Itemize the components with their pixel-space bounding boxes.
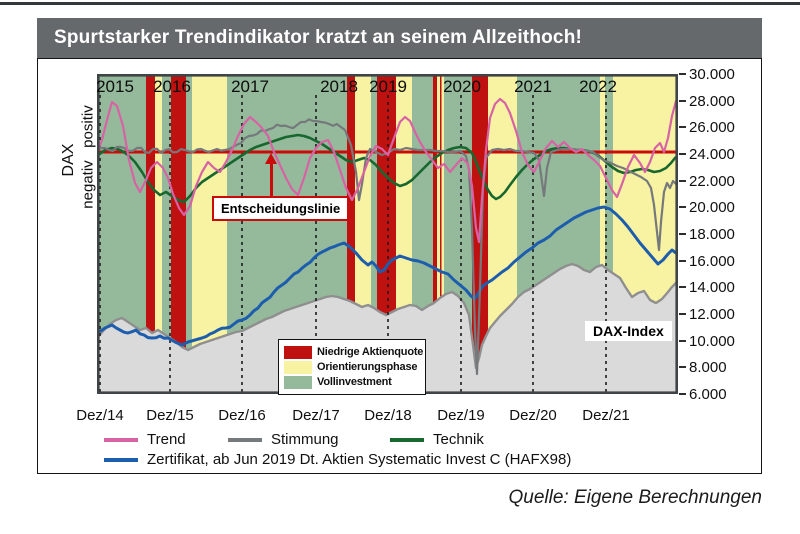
phase-legend-row: Niedrige Aktienquote <box>284 345 424 359</box>
series-legend-item: Technik <box>390 431 484 448</box>
x-axis-label: Dez/19 <box>437 407 485 424</box>
series-swatch-icon <box>390 437 424 442</box>
phase-band-N <box>433 74 437 394</box>
y-axis-tick <box>679 126 686 129</box>
y-axis-tick <box>679 393 686 395</box>
y-axis-label: 20.000 <box>689 199 735 217</box>
y-axis-label: 18.000 <box>689 226 735 243</box>
phase-legend-row: Orientierungsphase <box>284 360 420 374</box>
series-swatch-icon <box>104 457 138 462</box>
phase-legend-row: Vollinvestment <box>284 375 420 389</box>
y-axis-tick <box>679 206 686 209</box>
phase-swatch-icon <box>284 375 312 389</box>
series-swatch-icon <box>228 437 262 442</box>
series-zertifikat-ab-jun-2019-dt-aktien-systematic-invest-c-hafx98 <box>97 205 678 347</box>
y-axis-label: 26.000 <box>689 119 735 137</box>
series-label: Zertifikat, ab Jun 2019 Dt. Aktien Syste… <box>147 451 572 468</box>
decision-line-label: Entscheidungslinie <box>212 196 350 221</box>
page-title: Spurtstarker Trendindikator kratzt an se… <box>54 27 583 48</box>
phase-label: Orientierungsphase <box>317 361 418 373</box>
year-label: 2022 <box>579 77 617 96</box>
phase-label: Vollinvestment <box>317 376 392 388</box>
y-axis-tick <box>679 73 686 75</box>
year-label: 2015 <box>96 77 134 96</box>
x-axis-label: Dez/21 <box>582 407 630 424</box>
x-axis-label: Dez/20 <box>509 407 557 424</box>
y-axis-tick <box>679 286 686 289</box>
x-axis-label: Dez/14 <box>76 407 124 424</box>
phase-label: Niedrige Aktienquote <box>317 346 424 358</box>
phase-legend: Niedrige Aktienquote Orientierungsphase Vo… <box>278 339 426 395</box>
y-axis-tick <box>679 313 686 315</box>
year-label: 2019 <box>369 77 407 96</box>
y-axis-label: 10.000 <box>689 332 735 350</box>
y-axis-tick <box>679 366 686 369</box>
y-axis-tick <box>679 259 686 262</box>
x-axis-label: Dez/18 <box>364 407 412 424</box>
year-label: 2020 <box>443 77 481 96</box>
phase-swatch-icon <box>284 345 312 359</box>
y-axis-tick <box>679 99 686 102</box>
phase-band-V <box>162 74 171 394</box>
phase-band-O <box>600 74 605 394</box>
year-label: 2016 <box>153 77 191 96</box>
y-axis-tick <box>679 339 686 342</box>
phase-band-O <box>155 74 162 394</box>
series-legend-item: Trend <box>104 431 186 448</box>
series-label: Technik <box>433 431 484 448</box>
y-axis-tick <box>679 179 686 182</box>
phase-swatch-icon <box>284 360 312 374</box>
source-credit: Quelle: Eigene Berechnungen <box>508 487 762 508</box>
phase-band-V <box>371 74 377 394</box>
series-trend <box>97 96 678 244</box>
x-axis-label: Dez/15 <box>146 407 194 424</box>
y-axis-label: 14.000 <box>689 279 735 297</box>
y-axis-tick <box>679 153 686 155</box>
series-label: Stimmung <box>271 431 339 448</box>
phase-band-N <box>171 74 186 394</box>
y-axis-label: 30.000 <box>689 66 735 83</box>
top-rule <box>0 2 800 5</box>
decision-arrow <box>270 163 273 197</box>
y-axis-label: 24.000 <box>689 146 735 163</box>
y-axis-label: 6.000 <box>689 386 727 403</box>
x-axis-label: Dez/17 <box>292 407 340 424</box>
phase-band-V <box>186 74 192 394</box>
y-axis-label: 28.000 <box>689 92 735 110</box>
year-label: 2021 <box>514 77 552 96</box>
y-axis-title-dax: DAX <box>60 143 77 177</box>
y-axis-label: 8.000 <box>689 359 727 377</box>
y-axis-title-polarity: negativ positiv <box>79 105 97 209</box>
series-label: Trend <box>147 431 186 448</box>
phase-band-N <box>347 74 355 394</box>
phase-band-N <box>146 74 155 394</box>
dax-index-label: DAX-Index <box>585 321 672 341</box>
y-axis-label: 16.000 <box>689 252 735 270</box>
dax-area-outline <box>97 262 678 370</box>
series-legend-item: Stimmung <box>228 431 339 448</box>
y-axis-label: 22.000 <box>689 172 735 190</box>
x-axis-label: Dez/16 <box>218 407 266 424</box>
decision-arrow-head-icon <box>265 153 277 164</box>
y-axis-label: 12.000 <box>689 306 735 323</box>
phase-band-V <box>605 74 613 394</box>
y-axis-tick <box>679 233 686 235</box>
title-bar: Spurtstarker Trendindikator kratzt an se… <box>37 18 762 58</box>
year-label: 2017 <box>231 77 269 96</box>
series-swatch-icon <box>104 437 138 442</box>
phase-band-N <box>440 74 442 394</box>
year-label: 2018 <box>320 77 358 96</box>
series-legend-item: Zertifikat, ab Jun 2019 Dt. Aktien Syste… <box>104 451 571 468</box>
